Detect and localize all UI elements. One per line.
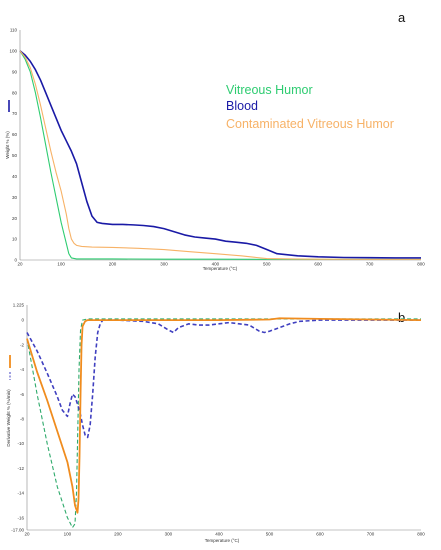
x-tick-label: 20: [24, 532, 30, 537]
x-tick-label: 200: [109, 262, 117, 267]
y-tick-label: 110: [10, 28, 18, 33]
series-line-vitreous-humor: [19, 50, 421, 260]
y-axis-label-a: Weight % (%): [5, 131, 10, 159]
y-tick-label: 0: [21, 318, 24, 323]
y-tick-label: 20: [12, 216, 18, 221]
x-tick-label: 700: [366, 262, 374, 267]
x-tick-label: 800: [417, 262, 425, 267]
panel-label-a: a: [398, 10, 406, 25]
x-tick-label: 100: [64, 532, 72, 537]
x-tick-label: 800: [417, 532, 425, 537]
x-tick-label: 400: [215, 532, 223, 537]
y-ticks-a: 0 10 20 30 40 50 60 70 80 90 100 110: [9, 28, 17, 263]
y-tick-label: 10: [12, 237, 18, 242]
x-axis-label-b: Temperature (°C): [205, 538, 240, 543]
x-tick-label: 200: [114, 532, 122, 537]
series-line-blood: [26, 319, 421, 439]
y-tick-label: -10: [17, 441, 24, 446]
y-tick-label: -4: [20, 367, 24, 372]
y-tick-label: 50: [12, 153, 18, 158]
legend-item-vitreous-humor: Vitreous Humor: [226, 83, 313, 97]
x-tick-label: 100: [57, 262, 65, 267]
y-tick-label: -14: [17, 491, 24, 496]
y-tick-label: 70: [12, 111, 18, 116]
x-tick-label: 500: [263, 262, 271, 267]
x-ticks-b: 20 100 200 300 400 500 600 700 800: [24, 532, 425, 537]
x-axis-label-a: Temperature (°C): [203, 266, 238, 271]
y-tick-label: 0: [14, 258, 17, 263]
x-tick-label: 300: [165, 532, 173, 537]
y-ticks-b: 1.225 0 -2 -4 -6 -8 -10 -12 -14 -16 -17.00: [11, 303, 24, 533]
y-tick-label: -2: [20, 342, 24, 347]
y-axis-label-b: Derivative Weight % (%/min): [6, 389, 11, 447]
y-tick-label: -17.00: [11, 528, 24, 533]
series-line-contaminated-vitreous-humor: [26, 317, 422, 514]
y-tick-label: 90: [12, 69, 18, 74]
x-tick-label: 300: [160, 262, 168, 267]
chart-b: b 20 100 200 300 400 500 600 700 800 1.225 0 -2 -4 -…: [6, 303, 425, 543]
series-line-vitreous-humor: [26, 318, 421, 529]
y-tick-label: 80: [12, 90, 18, 95]
x-tick-label: 400: [212, 262, 220, 267]
series-b: [26, 317, 422, 529]
chart-a: a 20 100 200 300 400 500 600 700 800 0 10 20 30 40 50…: [5, 10, 425, 271]
y-tick-label: 30: [12, 195, 18, 200]
legend-a: Vitreous Humor Blood Contaminated Vitreo…: [226, 83, 394, 131]
y-tick-label: 100: [9, 49, 17, 54]
y-tick-label: -12: [17, 466, 24, 471]
series-line-blood: [19, 50, 421, 259]
y-tick-label: 1.225: [13, 303, 25, 308]
x-tick-label: 500: [266, 532, 274, 537]
y-tick-label: -16: [17, 515, 24, 520]
y-tick-label: 60: [12, 132, 18, 137]
y-tick-label: 40: [12, 174, 18, 179]
y-tick-label: -6: [20, 392, 24, 397]
panel-label-b: b: [398, 310, 405, 325]
series-a: [8, 50, 421, 260]
legend-item-contaminated-vitreous-humor: Contaminated Vitreous Humor: [226, 117, 394, 131]
x-tick-label: 700: [367, 532, 375, 537]
x-ticks-a: 20 100 200 300 400 500 600 700 800: [17, 262, 425, 267]
legend-item-blood: Blood: [226, 99, 258, 113]
y-tick-label: -8: [20, 416, 24, 421]
x-tick-label: 20: [17, 262, 23, 267]
x-tick-label: 600: [314, 262, 322, 267]
series-line-contaminated-vitreous-humor: [19, 50, 421, 260]
x-tick-label: 600: [316, 532, 324, 537]
